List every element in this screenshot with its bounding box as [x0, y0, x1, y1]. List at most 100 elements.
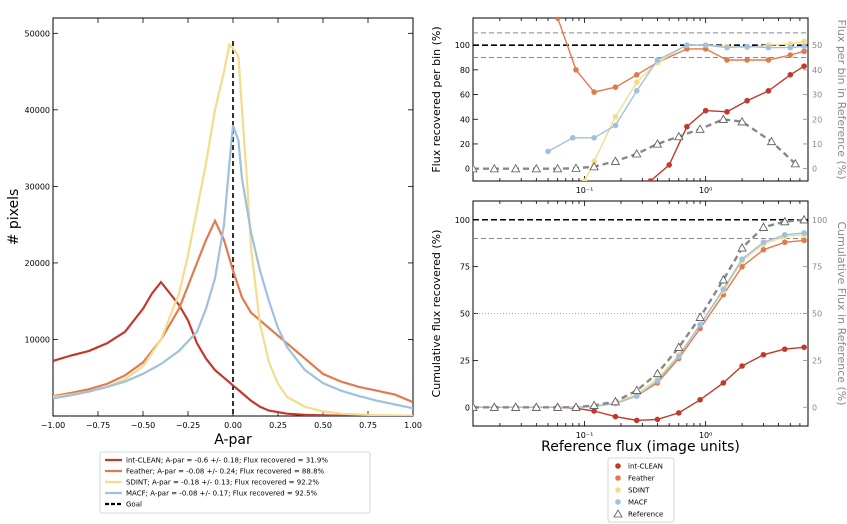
reference-point [473, 163, 478, 173]
legend-label: Feather; A-par = -0.08 +/- 0.24; Flux re… [126, 468, 325, 476]
int_clean-point [697, 396, 703, 403]
flux-per-bin-ylabel-right: Flux per bin in Reference (%) [835, 19, 847, 179]
y-tick-label: 100 [455, 41, 470, 50]
reference-point [571, 163, 581, 172]
legend-label: Feather [628, 475, 655, 483]
y-tick-label: 0 [465, 403, 470, 412]
reference-point [571, 402, 581, 411]
feather-point [612, 84, 619, 90]
macf-point [569, 134, 576, 141]
int_clean-point [765, 88, 772, 94]
x-tick-label: 0.75 [359, 421, 377, 430]
y-tick-label: 40 [460, 115, 470, 124]
y-tick-label-right: 50 [812, 41, 822, 50]
macf-point [612, 122, 619, 129]
sdint-point [581, 178, 588, 181]
sdint-line [53, 42, 413, 416]
feather-point [787, 52, 794, 58]
flux-per-bin-frame [472, 17, 809, 182]
reference-point [610, 396, 621, 406]
macf-point [633, 393, 640, 399]
y-tick-label: 20 [460, 140, 470, 149]
legend-marker [615, 487, 621, 493]
legend-marker [615, 475, 621, 481]
int_clean-point [781, 346, 788, 352]
sdint-point [801, 38, 807, 45]
reference-point [790, 158, 800, 168]
y-tick-label: 75 [460, 263, 470, 272]
int_clean-line [53, 280, 413, 416]
int_clean-line [473, 346, 805, 422]
reference-point [718, 274, 729, 284]
macf-point [591, 134, 597, 141]
histogram-series [53, 40, 413, 416]
cumulative-flux-series [473, 214, 808, 424]
int_clean-point [801, 63, 807, 69]
y-tick-label-right: 40 [812, 66, 822, 75]
legend-label: SDINT [628, 487, 650, 495]
reference-point [737, 243, 747, 252]
histogram-xlabel: A-par [214, 432, 252, 448]
feather-line [473, 239, 805, 408]
reference-point [695, 312, 705, 321]
reference-point [473, 402, 478, 411]
int_clean-point [724, 109, 730, 115]
macf-line [53, 124, 413, 410]
legend-label: int-CLEAN; A-par = -0.6 +/- 0.18; Flux r… [126, 457, 328, 465]
x-tick-label: 0.25 [269, 421, 287, 430]
y-tick-label-right: 10 [812, 140, 822, 149]
macf-point [801, 43, 807, 50]
reference-point [652, 368, 663, 378]
macf-point [760, 239, 767, 246]
reference-point [489, 402, 500, 411]
int_clean-point [654, 416, 661, 423]
reference-point [652, 139, 663, 148]
feather-line [557, 18, 805, 93]
y-tick-label: 50 [460, 310, 470, 319]
int_clean-point [760, 351, 767, 358]
reference-line [473, 118, 797, 170]
y-tick-label: 40000 [25, 106, 50, 115]
legend-label: SDINT; A-par = -0.18 +/- 0.13; Flux reco… [126, 479, 319, 487]
y-tick-label-right: 0 [812, 403, 817, 412]
apar-histogram-panel: −1.00 −0.75 −0.50 −0.25 0.00 0.25 0.50 0.75 1.00… [6, 17, 422, 514]
reference-point [610, 156, 621, 165]
reference-point [510, 163, 521, 173]
y-tick-label: 30000 [25, 182, 50, 191]
macf-point [781, 231, 788, 238]
int_clean-point [666, 162, 672, 168]
legend-box [607, 457, 675, 523]
macf-point [739, 256, 745, 262]
int_clean-point [720, 380, 727, 386]
feather-point [591, 89, 597, 95]
feather-point [724, 57, 730, 63]
reference-point [780, 216, 790, 226]
legend-label: int-CLEAN [628, 463, 663, 471]
legend-marker [615, 499, 621, 505]
macf-point [744, 43, 750, 50]
x-tick-label: −0.25 [176, 421, 201, 430]
reference-point [674, 342, 684, 351]
int_clean-point [675, 410, 682, 416]
flux-per-bin-ylabel: Flux recovered per bin (%) [430, 26, 443, 172]
reference-line [473, 218, 805, 409]
int_clean-point [633, 417, 640, 424]
sdint-line [473, 234, 805, 408]
y-tick-label-right: 100 [812, 216, 827, 225]
reference-point [531, 402, 542, 411]
reference-point [695, 124, 705, 133]
y-tick-label-right: 30 [812, 91, 822, 100]
reference-point [674, 131, 684, 141]
feather-point [801, 237, 807, 244]
legend-marker [613, 509, 623, 518]
macf-point [675, 353, 682, 360]
y-tick-label: 100 [455, 216, 470, 225]
marker-legend: int-CLEAN Feather SDINT MACF Reference [607, 457, 675, 523]
feather-point [801, 48, 807, 55]
reference-point [552, 402, 563, 411]
x-tick-label: 10⁰ [699, 186, 712, 195]
flux-per-bin-panel: 10⁻¹ 10⁰ 0 20 40 60 80 100 0 10 20 30 40 50 Flux reco… [430, 17, 847, 195]
sdint-point [591, 158, 597, 165]
reference-point [589, 400, 599, 409]
